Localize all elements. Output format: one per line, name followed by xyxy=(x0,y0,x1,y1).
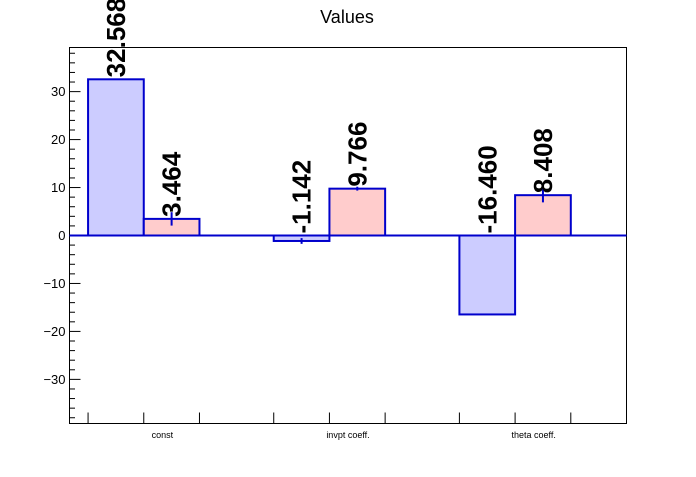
y-tick-label: 20 xyxy=(51,132,65,147)
data-label: 3.464 xyxy=(157,151,187,217)
data-labels: 32.568 -1.142 -16.460 3.464 9.766 8.408 xyxy=(101,0,558,234)
data-label: -16.460 xyxy=(472,145,502,233)
y-tick-label: −10 xyxy=(43,276,65,291)
y-tick-label: −30 xyxy=(43,372,65,387)
y-tick-label: −20 xyxy=(43,324,65,339)
y-tick-label: 0 xyxy=(58,228,65,243)
y-tick-label: 10 xyxy=(51,180,65,195)
bar xyxy=(87,78,145,237)
data-label: 9.766 xyxy=(342,122,372,187)
x-axis: const invpt coeff. theta coeff. xyxy=(87,412,572,440)
bar xyxy=(458,234,517,316)
x-category-label: theta coeff. xyxy=(511,430,555,440)
error-bars xyxy=(170,186,544,244)
x-category-label: invpt coeff. xyxy=(326,430,369,440)
bar xyxy=(328,187,387,237)
y-tick-label: 30 xyxy=(51,84,65,99)
x-category-label: const xyxy=(152,430,174,440)
chart-title: Values xyxy=(320,7,374,27)
data-label: -1.142 xyxy=(287,160,317,234)
y-axis: −30 −20 −10 0 10 20 30 xyxy=(43,52,81,419)
data-label: 8.408 xyxy=(528,128,558,193)
data-label: 32.568 xyxy=(101,0,131,77)
